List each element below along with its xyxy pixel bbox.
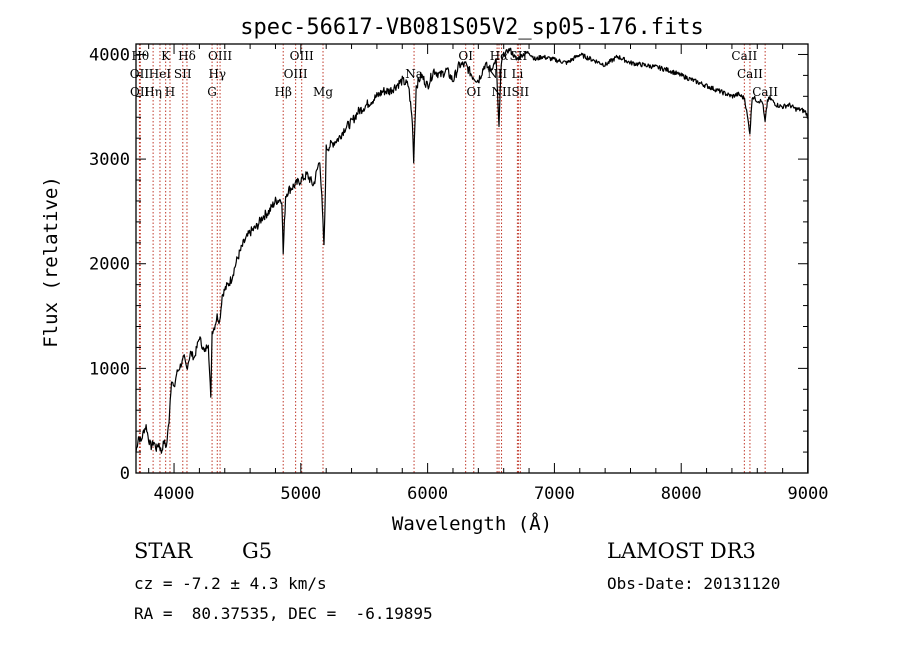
spectral-line-label: K — [161, 49, 171, 63]
spectral-line-label: OIII — [284, 67, 308, 81]
spectral-line-label: HeI — [149, 67, 172, 81]
y-tick-label: 0 — [120, 464, 130, 484]
x-tick-label: 4000 — [154, 484, 195, 504]
x-tick-label: 5000 — [280, 484, 321, 504]
coordinates: RA = 80.37535, DEC = -6.19895 — [134, 604, 433, 623]
x-tick-label: 9000 — [788, 484, 829, 504]
object-subclass: G5 — [242, 539, 273, 563]
plot-frame — [135, 43, 809, 474]
spectral-line-label: Li — [511, 67, 523, 81]
x-axis-label: Wavelength (Å) — [392, 512, 552, 535]
spectral-line-label: Hγ — [208, 67, 226, 81]
spectral-line-label: Mg — [313, 85, 333, 99]
y-tick-label: 1000 — [89, 359, 130, 379]
spectral-line-label: OI — [466, 85, 481, 99]
y-axis: 0 1000 2000 3000 4000 — [89, 45, 808, 484]
x-tick-label: 7000 — [534, 484, 575, 504]
x-axis: 4000 5000 6000 7000 8000 9000 — [148, 44, 829, 504]
spectral-line-label: OII — [130, 85, 150, 99]
x-tick-label: 6000 — [407, 484, 448, 504]
spectral-line-label: SII — [510, 49, 528, 63]
y-tick-label: 2000 — [89, 255, 130, 275]
spectral-line-label: Hθ — [131, 49, 149, 63]
spectral-line-label: OIII — [290, 49, 314, 63]
x-tick-label: 8000 — [661, 484, 702, 504]
spectral-line-label: Hη — [144, 85, 162, 99]
y-axis-label: Flux (relative) — [40, 176, 62, 348]
spectral-line-label: G — [207, 85, 217, 99]
spectral-line-label: SII — [511, 85, 529, 99]
spectral-line-label: SII — [174, 67, 192, 81]
spectral-line-label: OIII — [208, 49, 232, 63]
spectral-line-label: CaII — [752, 85, 778, 99]
spectral-line-label: Hδ — [178, 49, 196, 63]
observation-date: Obs-Date: 20131120 — [607, 574, 781, 593]
spectral-line-label: OI — [458, 49, 473, 63]
spectral-line-label: Hβ — [275, 85, 292, 99]
spectral-line-labels: HθOIIOIIHηHeIKHSIIHδGHγOIIIHβOIIIOIIIMgN… — [130, 49, 779, 99]
y-tick-label: 4000 — [89, 45, 130, 65]
spectral-line-markers — [138, 44, 766, 473]
object-class: STAR — [134, 539, 193, 563]
y-tick-label: 3000 — [89, 150, 130, 170]
spectral-line-label: NII — [492, 85, 512, 99]
spectral-line-label: OII — [130, 67, 150, 81]
spectral-line-label: CaII — [731, 49, 757, 63]
spectral-line-label: CaII — [737, 67, 763, 81]
chart-title: spec-56617-VB081S05V2_sp05-176.fits — [240, 15, 704, 40]
redshift-value: cz = -7.2 ± 4.3 km/s — [134, 574, 327, 593]
survey-name: LAMOST DR3 — [607, 539, 756, 563]
spectral-line-label: H — [165, 85, 175, 99]
spectrum-line — [135, 47, 809, 474]
